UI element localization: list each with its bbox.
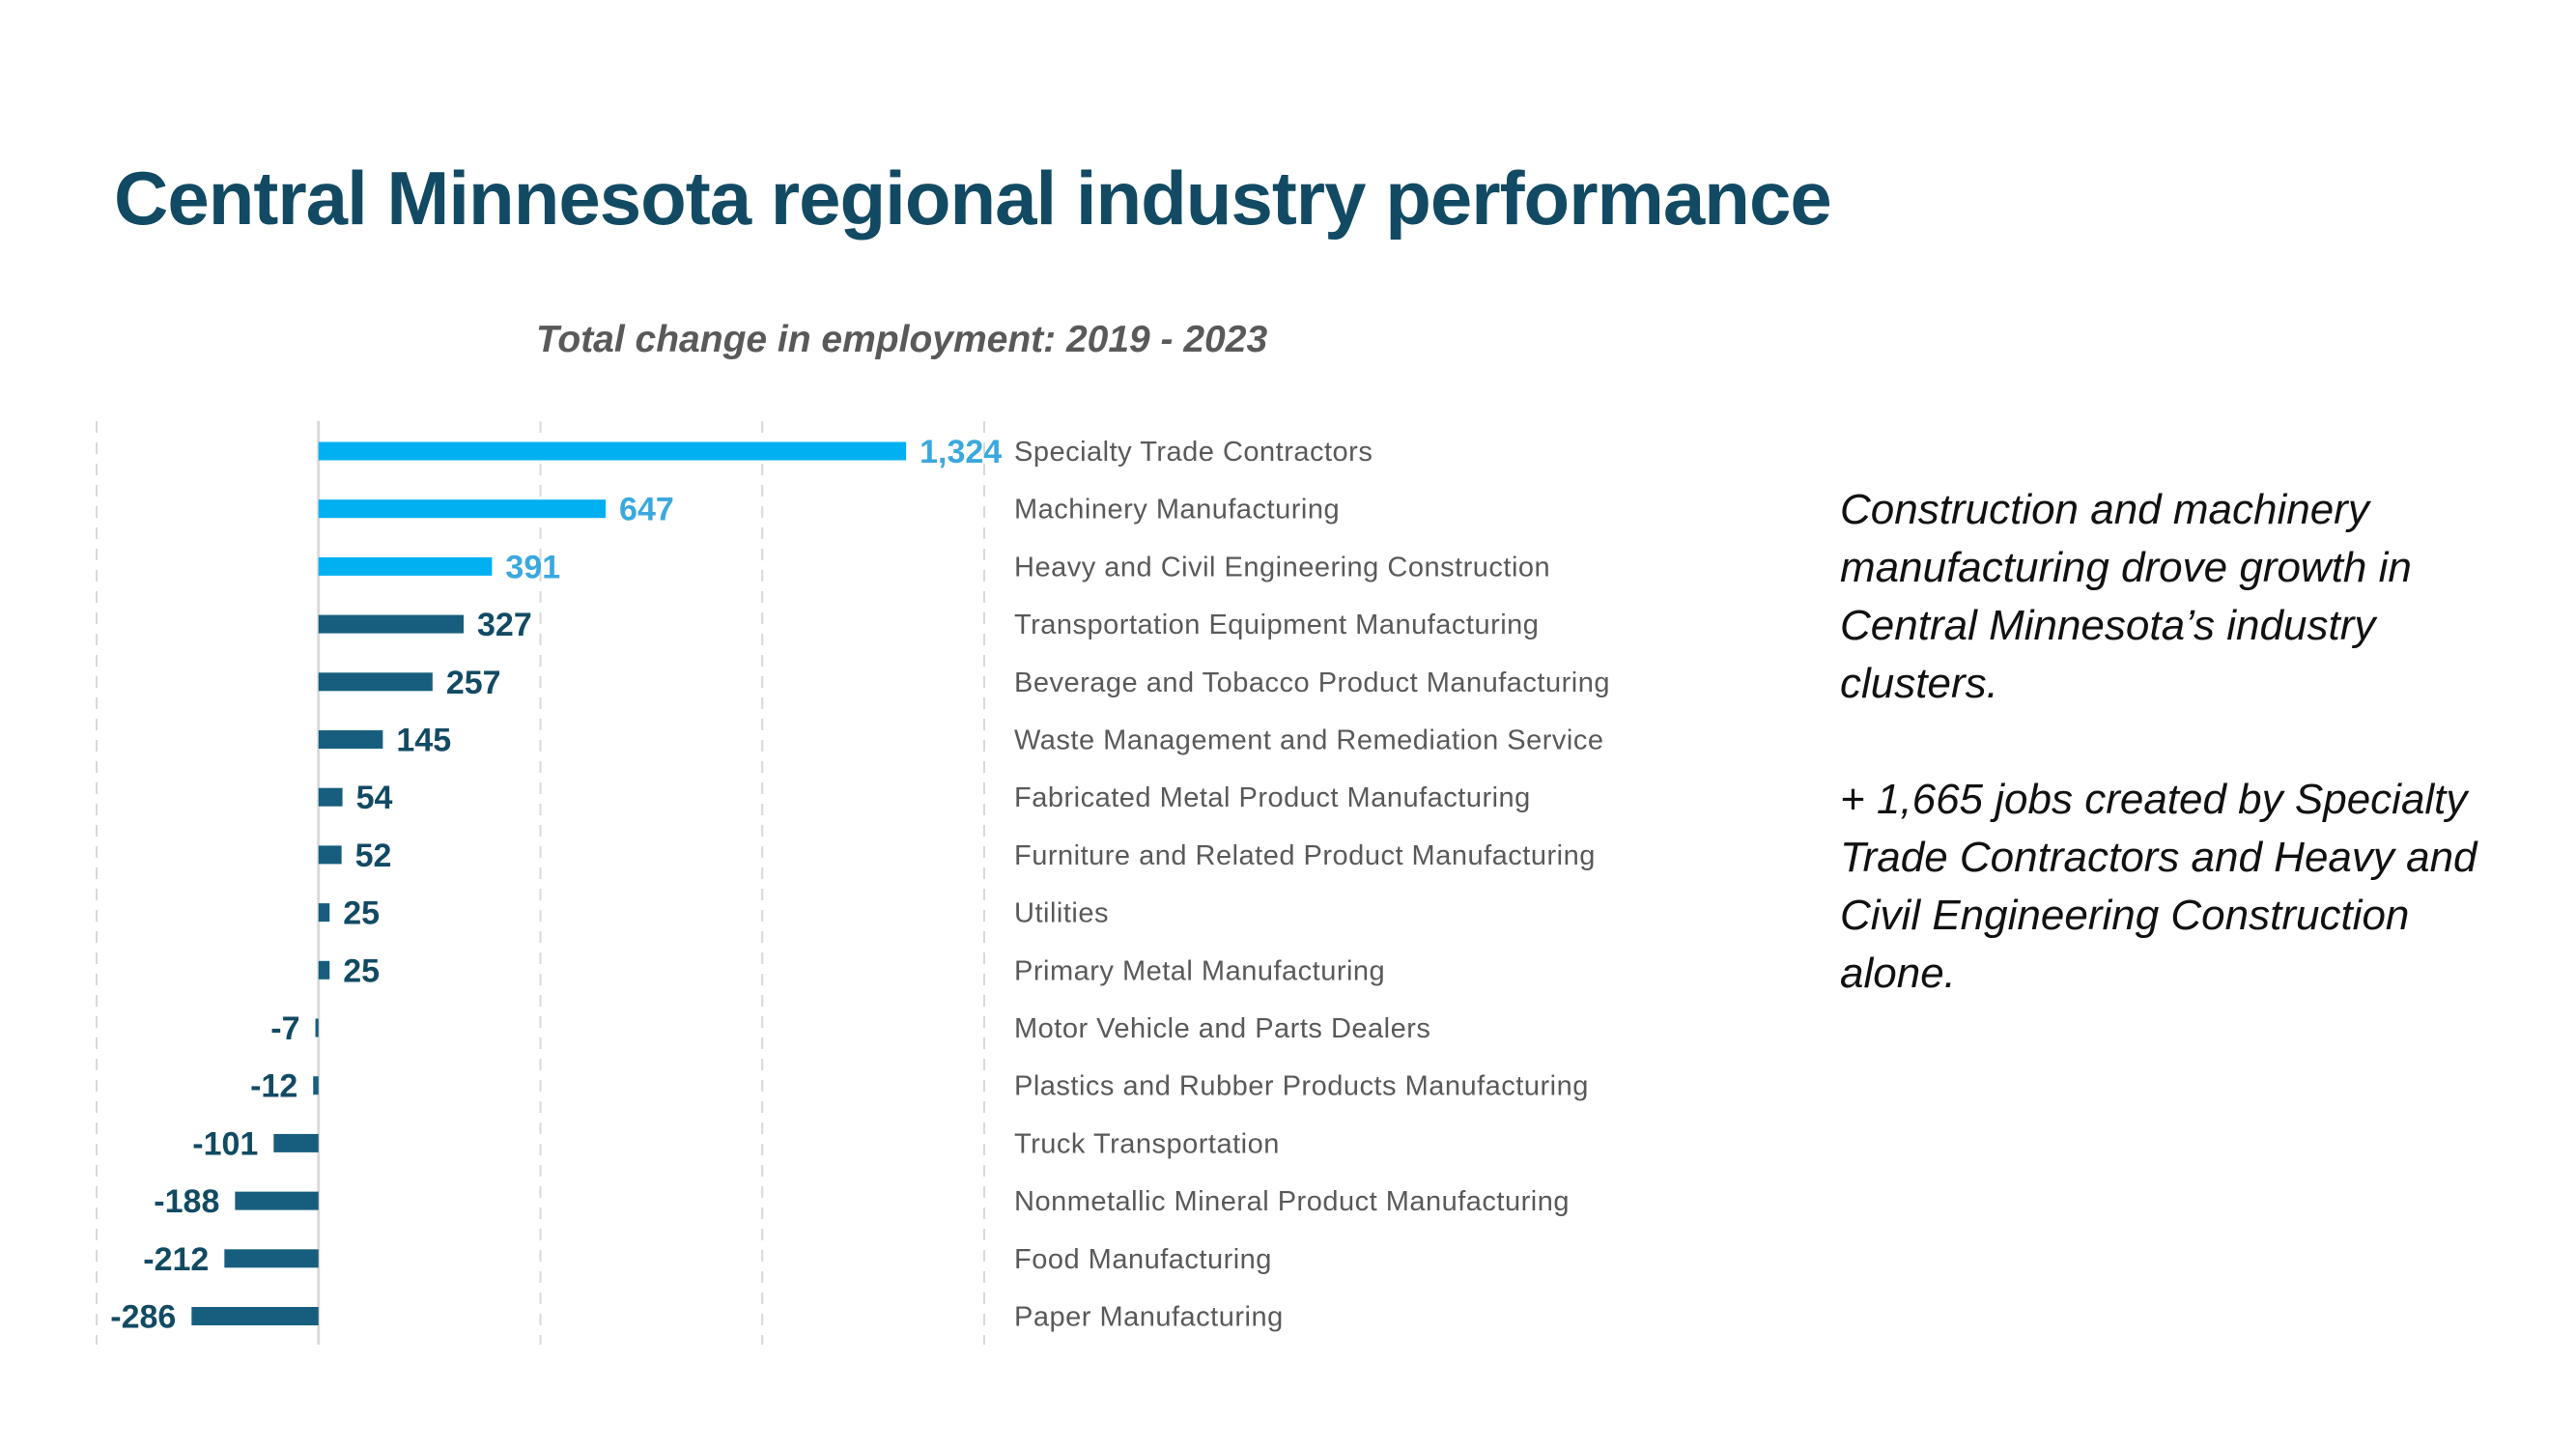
bar (318, 556, 493, 576)
bar (315, 1018, 319, 1037)
category-label: Machinery Manufacturing (1014, 495, 1340, 526)
data-label: -286 (110, 1299, 176, 1336)
bar (224, 1249, 319, 1268)
data-label: 391 (505, 549, 560, 585)
category-label: Furniture and Related Product Manufactur… (1014, 840, 1596, 871)
bar (191, 1307, 319, 1325)
data-label: 257 (446, 665, 501, 701)
data-label: -101 (192, 1125, 258, 1162)
data-label: 52 (355, 838, 392, 874)
bar (235, 1191, 319, 1210)
category-label: Motor Vehicle and Parts Dealers (1014, 1013, 1430, 1044)
bar (318, 730, 383, 749)
chart-title: Total change in employment: 2019 - 2023 (536, 319, 1268, 360)
data-label: -188 (154, 1183, 219, 1220)
data-label: -7 (270, 1010, 299, 1047)
data-label: 327 (477, 607, 532, 643)
category-label: Transportation Equipment Manufacturing (1014, 610, 1539, 640)
bar (318, 672, 433, 692)
category-label: Heavy and Civil Engineering Construction (1014, 552, 1550, 582)
category-label: Food Manufacturing (1014, 1244, 1272, 1275)
category-label: Beverage and Tobacco Product Manufacturi… (1014, 668, 1610, 698)
bar (318, 614, 465, 634)
data-label: 145 (396, 723, 451, 759)
commentary-paragraph-2: + 1,665 jobs created by Specialty Trade … (1840, 776, 2477, 997)
commentary-paragraph-1: Construction and machinery manufacturing… (1840, 486, 2412, 707)
data-label: 1,324 (920, 434, 1002, 470)
bar (318, 845, 342, 865)
category-label: Nonmetallic Mineral Product Manufacturin… (1014, 1186, 1570, 1217)
category-label: Waste Management and Remediation Service (1014, 725, 1604, 756)
data-label: 25 (343, 952, 380, 989)
bar (318, 903, 330, 923)
page-title: Central Minnesota regional industry perf… (114, 156, 1832, 241)
bar (318, 787, 343, 807)
data-label: 25 (343, 895, 380, 932)
bar (273, 1133, 319, 1152)
bar (318, 441, 907, 461)
data-label: 54 (356, 780, 393, 816)
category-label: Truck Transportation (1014, 1128, 1280, 1159)
category-label: Primary Metal Manufacturing (1014, 955, 1385, 986)
category-label: Utilities (1014, 898, 1109, 929)
bar (313, 1076, 319, 1095)
data-label: -12 (250, 1068, 297, 1105)
data-label: -212 (143, 1241, 209, 1278)
bar (318, 499, 607, 519)
commentary: Construction and machinery manufacturing… (1840, 481, 2535, 1061)
data-label: 647 (619, 492, 674, 528)
category-label: Paper Manufacturing (1014, 1302, 1284, 1333)
category-label: Fabricated Metal Product Manufacturing (1014, 782, 1531, 813)
bar (318, 960, 330, 980)
category-label: Specialty Trade Contractors (1014, 437, 1373, 468)
category-label: Plastics and Rubber Products Manufacturi… (1014, 1071, 1589, 1102)
